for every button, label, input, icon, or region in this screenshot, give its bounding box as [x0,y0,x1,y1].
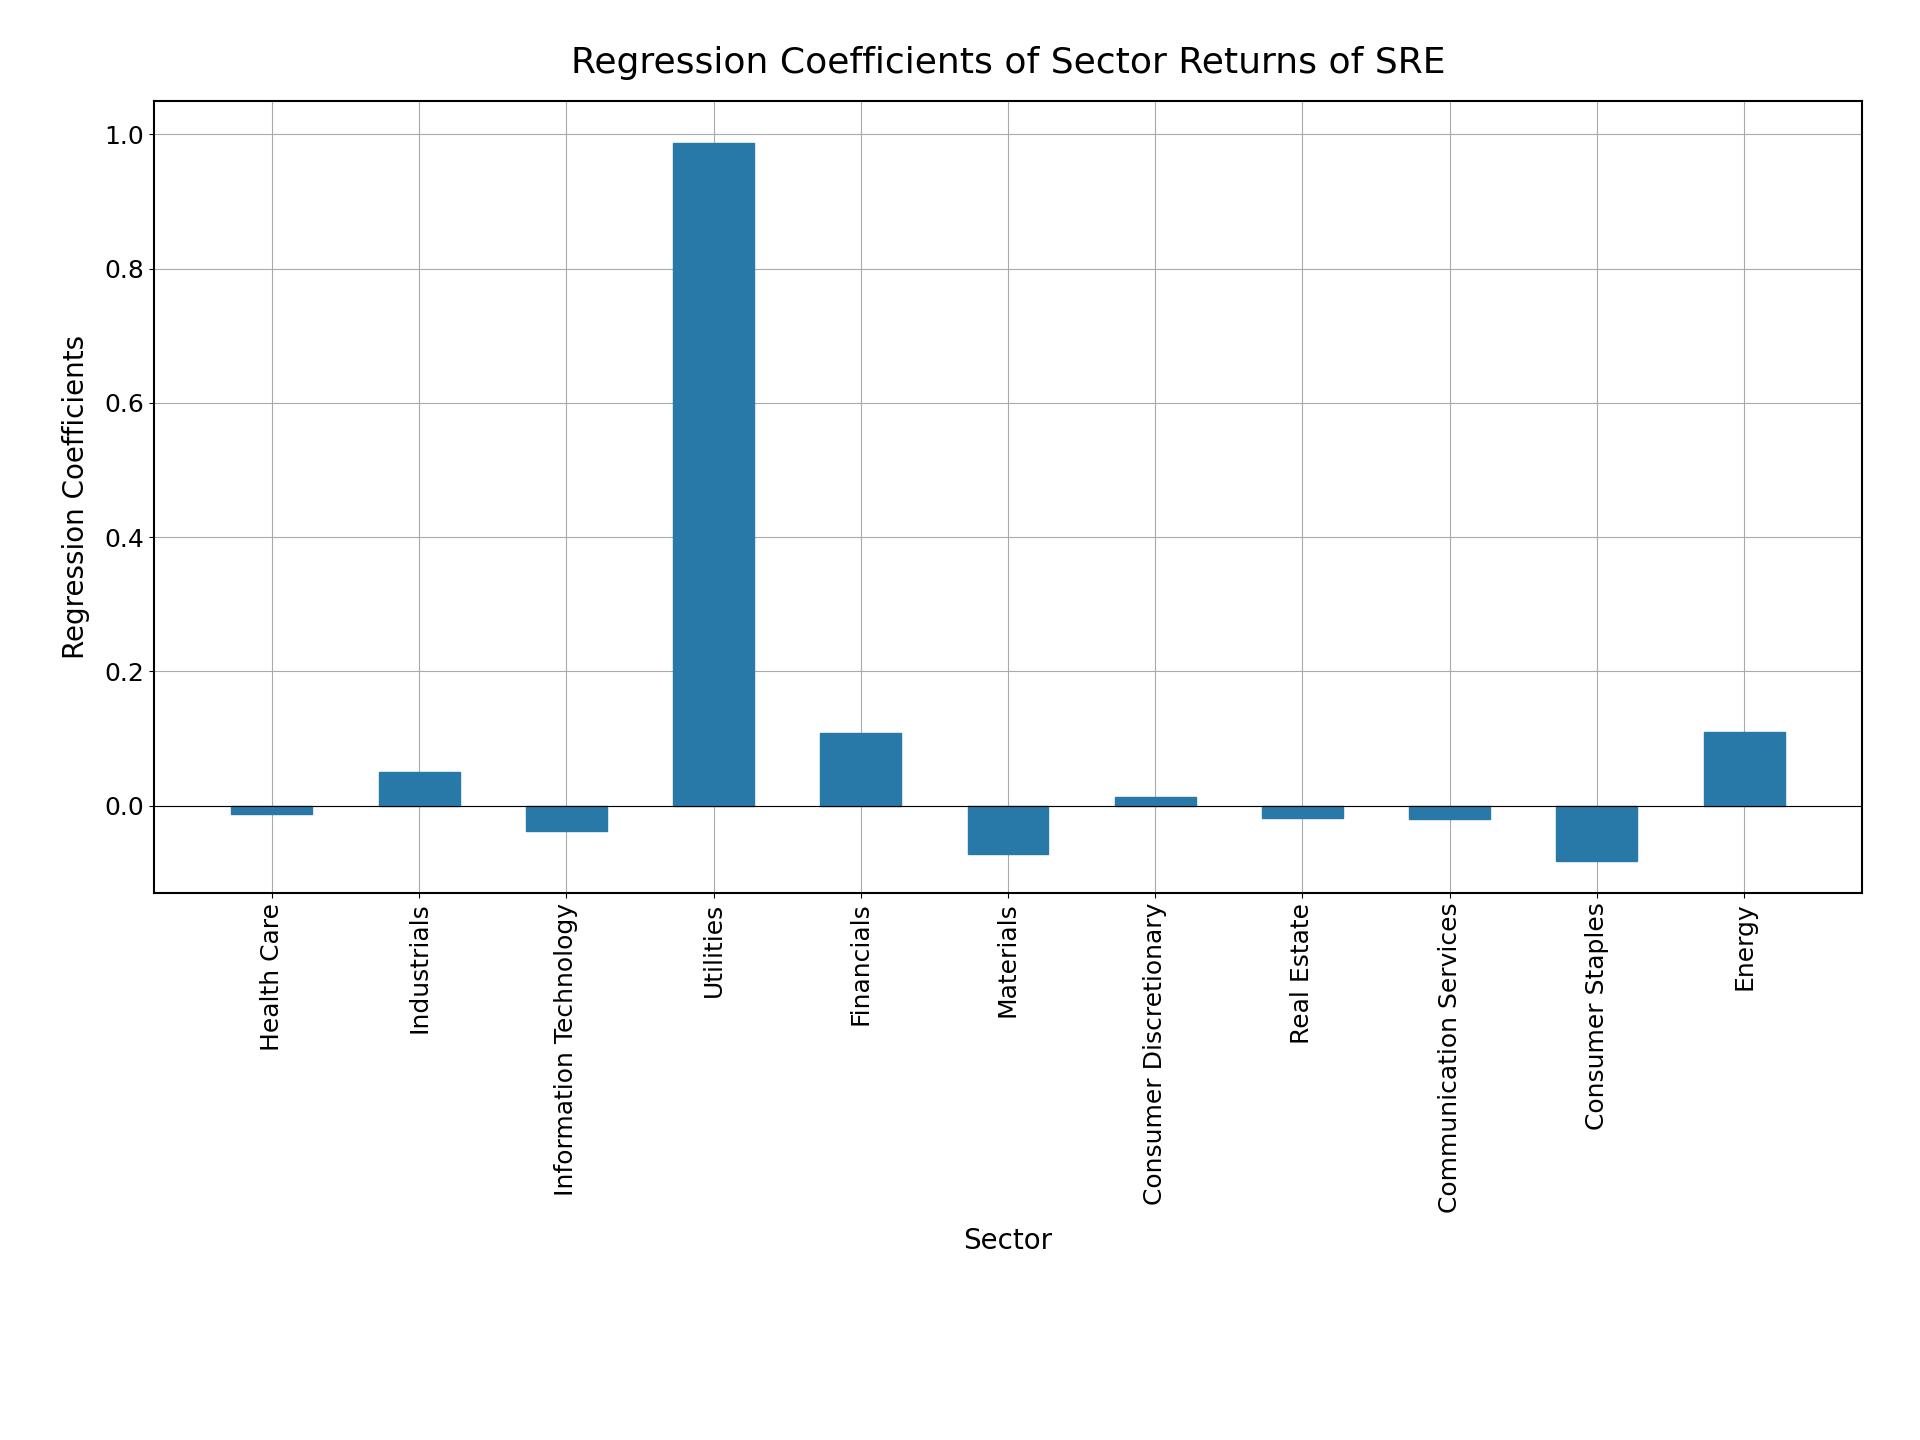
Bar [526,805,607,831]
Bar [674,143,755,805]
Bar [230,805,313,814]
Bar [820,733,900,805]
Y-axis label: Regression Coefficients: Regression Coefficients [61,334,90,660]
Bar [1116,798,1196,805]
Title: Regression Coefficients of Sector Returns of SRE: Regression Coefficients of Sector Return… [570,46,1446,81]
Bar [1409,805,1490,819]
Bar [1557,805,1638,861]
X-axis label: Sector: Sector [964,1227,1052,1256]
Bar [968,805,1048,854]
Bar [1261,805,1342,818]
Bar [378,772,459,805]
Bar [1703,732,1786,805]
